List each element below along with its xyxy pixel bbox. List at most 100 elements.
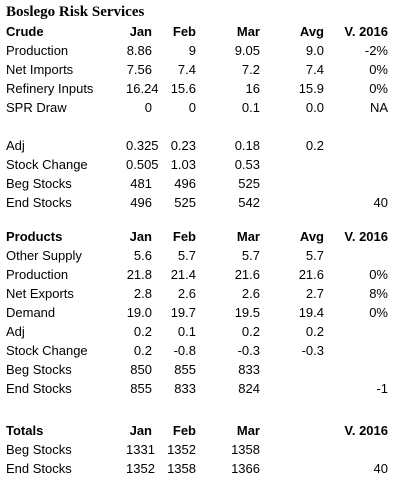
cell-avg (260, 193, 324, 212)
cell-mar: 1366 (231, 461, 260, 476)
cell-mar: 525 (238, 176, 260, 191)
cell-feb (152, 117, 196, 136)
cell-mar: 19.5 (234, 305, 260, 320)
cell-v2016 (330, 174, 388, 193)
header-cell-mar: Mar (236, 229, 260, 244)
cell-v2016 (330, 117, 388, 136)
table-row: Beg Stocks 850 855 833 (0, 360, 408, 379)
cell-avg: -0.3 (301, 343, 324, 358)
header-cell-avg: Avg (299, 229, 324, 244)
cell-jan: 0 (144, 100, 152, 115)
cell-feb: 9 (188, 43, 196, 58)
table-row: SPR Draw 0 0 0.1 0.0 NA (0, 98, 408, 117)
cell-mar: 0.18 (234, 138, 260, 153)
table-row: Refinery Inputs 16.24 15.6 16 15.9 0% (0, 79, 408, 98)
table-row: End Stocks 855 833 824 -1 (0, 379, 408, 398)
cell-jan: 8.86 (126, 43, 152, 58)
table-row: Net Imports 7.56 7.4 7.2 7.4 0% (0, 60, 408, 79)
header-cell-jan: Jan (129, 229, 152, 244)
cell-label: Net Imports (6, 62, 74, 77)
table-row: Production 8.86 9 9.05 9.0 -2% (0, 41, 408, 60)
cell-v2016: NA (369, 100, 388, 115)
cell-avg: 19.4 (298, 305, 324, 320)
cell-jan: 0.325 (126, 138, 159, 153)
cell-label: Adj (6, 138, 25, 153)
cell-v2016: 0% (369, 305, 388, 320)
cell-avg: 0.2 (305, 138, 324, 153)
cell-avg: 0.0 (305, 100, 324, 115)
cell-v2016: 8% (369, 286, 388, 301)
cell-label (6, 117, 126, 136)
header-cell-avg: Avg (299, 24, 324, 39)
cell-mar: 0.1 (241, 100, 260, 115)
table-row: Net Exports 2.8 2.6 2.6 2.7 8% (0, 284, 408, 303)
cell-v2016: 0% (369, 81, 388, 96)
cell-feb: 0.1 (177, 324, 196, 339)
cell-avg (260, 174, 324, 193)
cell-feb: 7.4 (177, 62, 196, 77)
cell-mar: 16 (245, 81, 260, 96)
table-row: Beg Stocks 481 496 525 (0, 174, 408, 193)
cell-label: End Stocks (6, 381, 72, 396)
cell-label: Demand (6, 305, 56, 320)
cell-mar: 833 (238, 362, 260, 377)
cell-feb: -0.8 (173, 343, 196, 358)
table-row: Adj 0.2 0.1 0.2 0.2 (0, 322, 408, 341)
cell-label: Stock Change (6, 157, 88, 172)
cell-label: Refinery Inputs (6, 81, 94, 96)
section-header-row: Totals Jan Feb Mar V. 2016 (0, 421, 408, 440)
cell-feb: 1358 (167, 461, 196, 476)
cell-avg: 5.7 (305, 248, 324, 263)
cell-jan: 5.6 (133, 248, 152, 263)
header-cell-v2016: V. 2016 (344, 423, 388, 438)
sheet-title: Boslego Risk Services (6, 4, 145, 20)
cell-jan: 2.8 (133, 286, 152, 301)
header-cell-label: Products (6, 229, 63, 244)
cell-label: End Stocks (6, 195, 72, 210)
cell-v2016: -2% (364, 43, 388, 58)
cell-label: Beg Stocks (6, 176, 72, 191)
section-header-row: Products Jan Feb Mar Avg V. 2016 (0, 227, 408, 246)
cell-label: Beg Stocks (6, 362, 72, 377)
cell-feb: 19.7 (170, 305, 196, 320)
cell-mar: 7.2 (241, 62, 260, 77)
cell-jan: 0.2 (133, 324, 152, 339)
cell-jan: 0.505 (126, 157, 159, 172)
cell-jan: 19.0 (126, 305, 152, 320)
cell-jan: 16.24 (126, 81, 159, 96)
cell-v2016 (330, 360, 388, 379)
cell-label: Production (6, 267, 69, 282)
cell-jan: 850 (130, 362, 152, 377)
cell-jan: 855 (130, 381, 152, 396)
cell-jan: 21.8 (126, 267, 152, 282)
cell-feb: 833 (174, 381, 196, 396)
cell-mar: 21.6 (234, 267, 260, 282)
cell-feb: 5.7 (177, 248, 196, 263)
header-cell-jan: Jan (129, 423, 152, 438)
section-header-row: Crude Jan Feb Mar Avg V. 2016 (0, 22, 408, 41)
table-row (0, 117, 408, 136)
header-cell-label: Totals (6, 423, 44, 438)
header-cell-v2016: V. 2016 (344, 229, 388, 244)
cell-v2016 (330, 322, 388, 341)
cell-label: Stock Change (6, 343, 88, 358)
cell-mar (196, 117, 260, 136)
cell-mar: 0.53 (234, 157, 260, 172)
cell-jan: 7.56 (126, 62, 152, 77)
cell-label: Beg Stocks (6, 442, 72, 457)
table-row: Demand 19.0 19.7 19.5 19.4 0% (0, 303, 408, 322)
cell-feb: 855 (174, 362, 196, 377)
cell-feb: 1.03 (170, 157, 196, 172)
cell-jan: 1352 (126, 461, 155, 476)
cell-v2016: 0% (369, 267, 388, 282)
cell-avg (260, 440, 324, 459)
cell-mar: 2.6 (241, 286, 260, 301)
cell-avg (260, 379, 324, 398)
header-cell-jan: Jan (129, 24, 152, 39)
cell-avg (260, 360, 324, 379)
cell-avg (260, 117, 324, 136)
cell-v2016: 40 (373, 195, 388, 210)
cell-v2016 (330, 341, 388, 360)
header-cell-mar: Mar (236, 24, 260, 39)
